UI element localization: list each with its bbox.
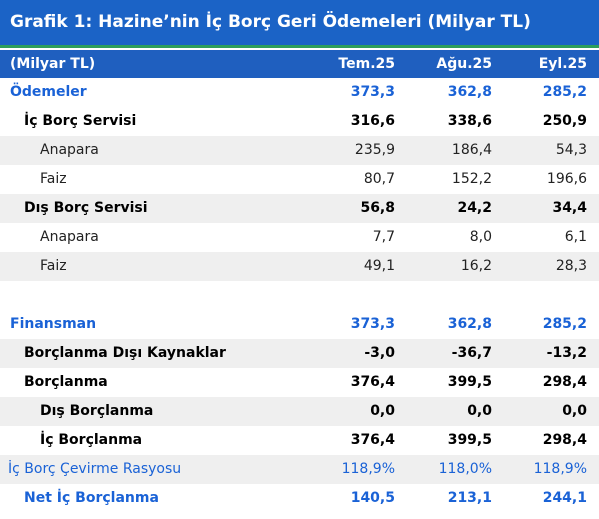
cell-value: 235,9 bbox=[354, 142, 395, 158]
cell-value: 186,4 bbox=[451, 142, 492, 158]
table-row: Ödemeler 373,3 362,8 285,2 bbox=[0, 78, 599, 107]
cell-value: 49,1 bbox=[363, 258, 395, 274]
cell-value: 34,4 bbox=[552, 200, 587, 216]
table-row: Faiz 49,1 16,2 28,3 bbox=[0, 252, 599, 281]
cell-value: 24,2 bbox=[457, 200, 492, 216]
table-row: İç Borç Servisi 316,6 338,6 250,9 bbox=[0, 107, 599, 136]
cell-value: 338,6 bbox=[447, 113, 492, 129]
cell-value: 196,6 bbox=[546, 171, 587, 187]
cell-value: 6,1 bbox=[564, 229, 587, 245]
cell-value: 0,0 bbox=[370, 403, 395, 419]
cell-value: -36,7 bbox=[451, 345, 492, 361]
table-row: Anapara 7,7 8,0 6,1 bbox=[0, 223, 599, 252]
table-row: Dış Borç Servisi 56,8 24,2 34,4 bbox=[0, 194, 599, 223]
cell-value: 7,7 bbox=[372, 229, 395, 245]
cell-value: 8,0 bbox=[469, 229, 492, 245]
cell-value: -13,2 bbox=[546, 345, 587, 361]
table-row: İç Borç Çevirme Rasyosu 118,9% 118,0% 118,9… bbox=[0, 455, 599, 484]
cell-value: 399,5 bbox=[447, 374, 492, 390]
cell-value: -3,0 bbox=[364, 345, 395, 361]
row-label: İç Borçlanma bbox=[40, 432, 143, 448]
cell-value: 140,5 bbox=[350, 490, 395, 506]
row-label: İç Borç Servisi bbox=[24, 113, 137, 129]
table-row: Dış Borçlanma 0,0 0,0 0,0 bbox=[0, 397, 599, 426]
cell-value: 399,5 bbox=[447, 432, 492, 448]
row-label: Borçlanma bbox=[24, 374, 108, 390]
row-label: Borçlanma Dışı Kaynaklar bbox=[24, 345, 226, 361]
cell-value: 244,1 bbox=[542, 490, 587, 506]
cell-value: 362,8 bbox=[447, 84, 492, 100]
cell-value: 118,9% bbox=[533, 461, 587, 477]
cell-value: 28,3 bbox=[555, 258, 587, 274]
table-row: Borçlanma 376,4 399,5 298,4 bbox=[0, 368, 599, 397]
table-row: İç Borçlanma 376,4 399,5 298,4 bbox=[0, 426, 599, 455]
row-label: Dış Borç Servisi bbox=[24, 200, 148, 216]
cell-value: 285,2 bbox=[542, 316, 587, 332]
row-label: Net İç Borçlanma bbox=[24, 490, 159, 506]
row-label: (Milyar TL) bbox=[10, 56, 96, 72]
row-label: İç Borç Çevirme Rasyosu bbox=[8, 461, 182, 477]
row-label: Faiz bbox=[40, 171, 67, 187]
cell-value: Eyl.25 bbox=[538, 56, 587, 72]
row-label: Anapara bbox=[40, 142, 99, 158]
cell-value: Tem.25 bbox=[338, 56, 395, 72]
cell-value: 54,3 bbox=[555, 142, 587, 158]
cell-value: 298,4 bbox=[542, 432, 587, 448]
cell-value: 16,2 bbox=[460, 258, 492, 274]
header-row: (Milyar TL) Tem.25 Ağu.25 Eyl.25 bbox=[0, 50, 599, 78]
cell-value: 118,0% bbox=[438, 461, 492, 477]
cell-value: 376,4 bbox=[350, 432, 395, 448]
cell-value: 316,6 bbox=[350, 113, 395, 129]
cell-value: 298,4 bbox=[542, 374, 587, 390]
row-label: Finansman bbox=[10, 316, 97, 332]
table-row: Net İç Borçlanma 140,5 213,1 244,1 bbox=[0, 484, 599, 513]
cell-value: 373,3 bbox=[350, 316, 395, 332]
row-label: Ödemeler bbox=[10, 84, 87, 100]
cell-value: 362,8 bbox=[447, 316, 492, 332]
cell-value: 376,4 bbox=[350, 374, 395, 390]
table-row: Anapara 235,9 186,4 54,3 bbox=[0, 136, 599, 165]
row-label: Dış Borçlanma bbox=[40, 403, 154, 419]
cell-value: 80,7 bbox=[363, 171, 395, 187]
table-row: Finansman 373,3 362,8 285,2 bbox=[0, 310, 599, 339]
title: Grafik 1: Hazine’nin İç Borç Geri Ödemel… bbox=[0, 0, 599, 45]
cell-value: Ağu.25 bbox=[436, 56, 492, 72]
cell-value: 152,2 bbox=[451, 171, 492, 187]
table-row: Faiz 80,7 152,2 196,6 bbox=[0, 165, 599, 194]
row-label: Faiz bbox=[40, 258, 67, 274]
row-label: Anapara bbox=[40, 229, 99, 245]
cell-value: 56,8 bbox=[360, 200, 395, 216]
cell-value: 285,2 bbox=[542, 84, 587, 100]
cell-value: 250,9 bbox=[542, 113, 587, 129]
cell-value: 118,9% bbox=[341, 461, 395, 477]
title-underline bbox=[0, 45, 599, 48]
cell-value: 0,0 bbox=[467, 403, 492, 419]
table-row: Borçlanma Dışı Kaynaklar -3,0 -36,7 -13,2 bbox=[0, 339, 599, 368]
cell-value: 373,3 bbox=[350, 84, 395, 100]
cell-value: 0,0 bbox=[562, 403, 587, 419]
cell-value: 213,1 bbox=[447, 490, 492, 506]
